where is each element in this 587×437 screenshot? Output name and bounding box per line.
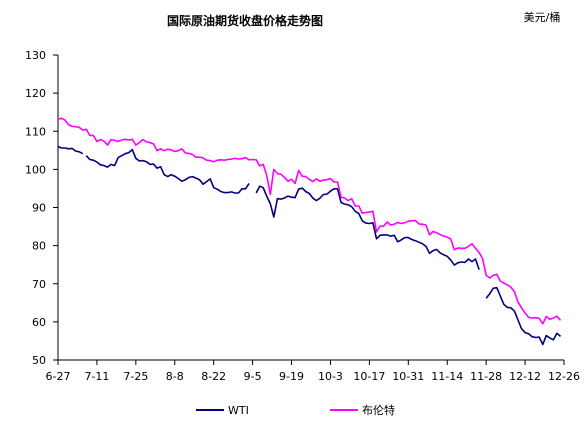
y-tick-label: 90 xyxy=(32,202,46,215)
unit-label: 美元/桶 xyxy=(524,10,561,24)
x-tick-label: 12-12 xyxy=(509,370,541,383)
series-layer xyxy=(57,117,562,346)
y-tick-label: 80 xyxy=(32,240,46,253)
x-tick-label: 12-26 xyxy=(548,370,580,383)
x-tick-label: 9-5 xyxy=(244,370,262,383)
legend: WTI 布伦特 xyxy=(196,403,395,417)
x-tick-label: 6-27 xyxy=(46,370,71,383)
legend-label: 布伦特 xyxy=(362,403,395,417)
y-tick-label: 130 xyxy=(25,49,46,62)
x-tick-label: 10-17 xyxy=(353,370,385,383)
y-tick-label: 60 xyxy=(32,316,46,329)
x-tick-label: 10-31 xyxy=(392,370,424,383)
x-tick-label: 10-3 xyxy=(318,370,343,383)
series-line-WTI xyxy=(57,145,562,346)
axes: 50 60 70 80 90 100 110 120 130 6-27 7-11 7-25 8-8 8-2… xyxy=(25,49,580,383)
x-tick-label: 8-22 xyxy=(201,370,226,383)
y-tick-label: 100 xyxy=(25,163,46,176)
legend-label: WTI xyxy=(228,404,249,417)
x-tick-label: 7-25 xyxy=(123,370,148,383)
y-tick-label: 70 xyxy=(32,278,46,291)
y-tick-label: 50 xyxy=(32,354,46,367)
y-tick-label: 120 xyxy=(25,87,46,100)
y-tick-label: 110 xyxy=(25,125,46,138)
x-tick-label: 7-11 xyxy=(84,370,109,383)
series-line-布伦特 xyxy=(57,117,562,325)
x-tick-label: 11-14 xyxy=(431,370,463,383)
x-tick-label: 8-8 xyxy=(166,370,184,383)
x-tick-label: 11-28 xyxy=(470,370,502,383)
chart-title: 国际原油期货收盘价格走势图 xyxy=(167,13,323,28)
x-tick-label: 9-19 xyxy=(279,370,304,383)
